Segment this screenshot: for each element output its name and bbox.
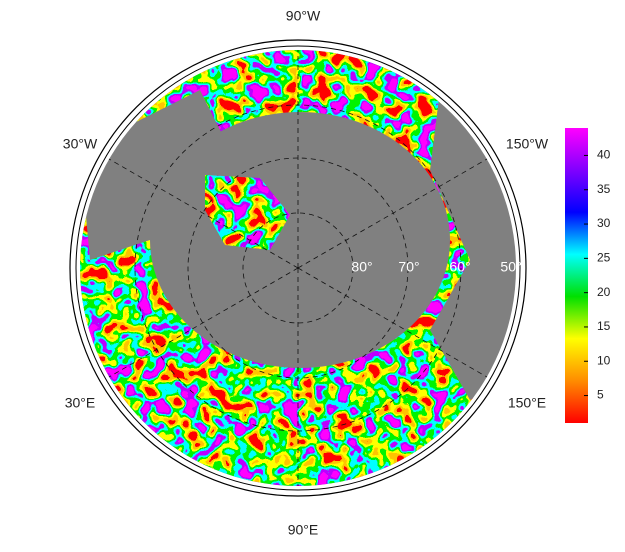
colorbar-tick-label: 10 <box>597 353 611 367</box>
graticule <box>108 50 488 486</box>
lat-label: 70° <box>398 259 419 275</box>
lon-label: 30°W <box>63 136 98 152</box>
lon-label: 150°E <box>508 395 546 411</box>
colorbar-tick-label: 35 <box>597 182 611 196</box>
colorbar-tick-label: 20 <box>597 285 611 299</box>
colorbar-tick-label: 25 <box>597 251 611 265</box>
lat-label: 80° <box>351 259 372 275</box>
lon-label: 150°W <box>506 136 549 152</box>
lon-label: 90°W <box>286 8 321 24</box>
colorbar-tick-label: 15 <box>597 319 611 333</box>
lat-label: 60° <box>449 259 470 275</box>
colorbar: 5 10 15 20 25 30 35 40 <box>565 128 611 423</box>
lon-label: 90°E <box>288 522 319 538</box>
map-disk <box>69 39 527 497</box>
lat-label: 50° <box>500 259 521 275</box>
colorbar-tick-label: 5 <box>597 388 604 402</box>
colorbar-tick-label: 30 <box>597 216 611 230</box>
colorbar-scale <box>565 128 588 423</box>
lon-label: 30°E <box>65 395 96 411</box>
colorbar-tick-label: 40 <box>597 148 611 162</box>
